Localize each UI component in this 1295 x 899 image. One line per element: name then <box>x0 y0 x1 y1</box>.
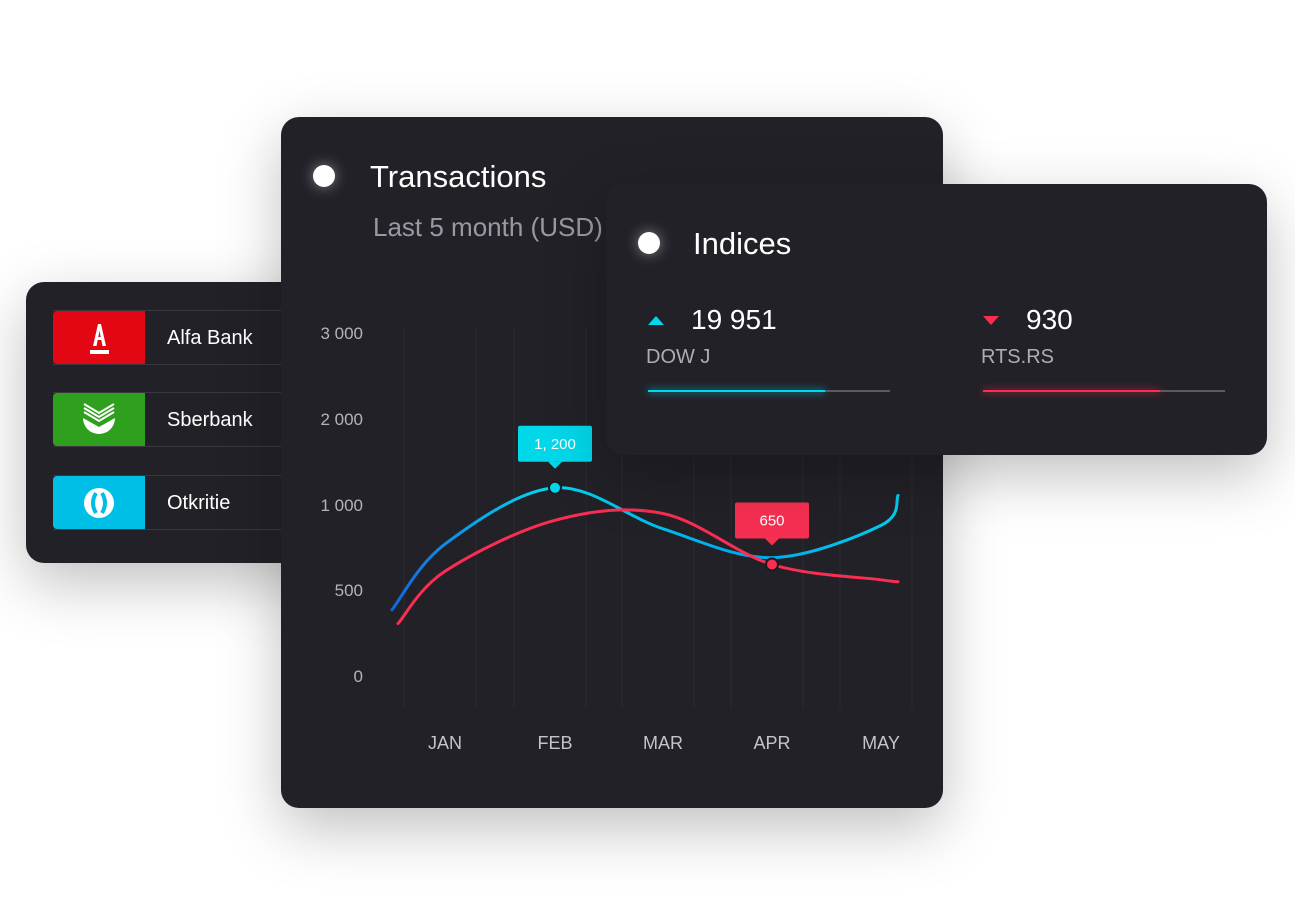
bank-name: Sberbank <box>167 409 253 431</box>
y-tick-label: 0 <box>354 667 363 686</box>
data-point[interactable] <box>765 557 779 572</box>
y-tick-label: 2 000 <box>320 410 363 429</box>
series-line <box>390 486 900 612</box>
index-name: RTS.RS <box>981 346 1054 368</box>
index-name: DOW J <box>646 346 711 368</box>
indices-card: Indices 19 951 DOW J 930 RTS.RS <box>606 184 1267 455</box>
banks-card: Alfa Bank Sberbank Otkritie <box>26 282 326 563</box>
status-dot-icon <box>638 232 660 254</box>
y-tick-label: 3 000 <box>320 324 363 343</box>
data-point[interactable] <box>548 480 562 495</box>
series-line <box>396 508 900 626</box>
alfa-bank-logo-icon <box>53 311 145 364</box>
x-tick-label: MAY <box>862 733 900 753</box>
x-tick-label: APR <box>753 733 790 753</box>
card-subtitle: Last 5 month (USD) <box>373 212 603 242</box>
y-tick-label: 500 <box>335 581 363 600</box>
tooltip-pointer <box>548 461 562 469</box>
bank-item-alfa[interactable]: Alfa Bank <box>53 310 313 365</box>
tooltip-value: 1, 200 <box>534 436 576 453</box>
tooltip-box <box>735 502 809 539</box>
index-value: 19 951 <box>691 304 777 335</box>
index-value: 930 <box>1026 304 1073 335</box>
bank-name: Alfa Bank <box>167 327 253 349</box>
bank-name: Otkritie <box>167 492 231 514</box>
index-progress <box>983 390 1225 392</box>
sberbank-logo-icon <box>53 393 145 446</box>
x-tick-label: FEB <box>537 733 572 753</box>
index-progress <box>648 390 890 392</box>
x-tick-label: JAN <box>428 733 462 753</box>
tooltip-box <box>518 425 592 462</box>
tooltip-value: 650 <box>759 513 784 530</box>
bank-item-sberbank[interactable]: Sberbank <box>53 392 313 447</box>
status-dot-icon <box>313 165 335 187</box>
arrow-up-icon <box>648 316 664 325</box>
card-title: Transactions <box>370 159 547 194</box>
tooltip-pointer <box>765 538 779 546</box>
card-title: Indices <box>693 226 792 261</box>
progress-fill <box>648 390 825 392</box>
y-tick-label: 1 000 <box>320 496 363 515</box>
arrow-down-icon <box>983 316 999 325</box>
transactions-chart: 3 000 2 000 1 000 500 0 JAN FEB MAR APR MAY 1, 200… <box>320 324 913 753</box>
progress-fill <box>983 390 1160 392</box>
otkritie-logo-icon <box>53 476 145 529</box>
x-tick-label: MAR <box>643 733 683 753</box>
bank-item-otkritie[interactable]: Otkritie <box>53 475 313 530</box>
